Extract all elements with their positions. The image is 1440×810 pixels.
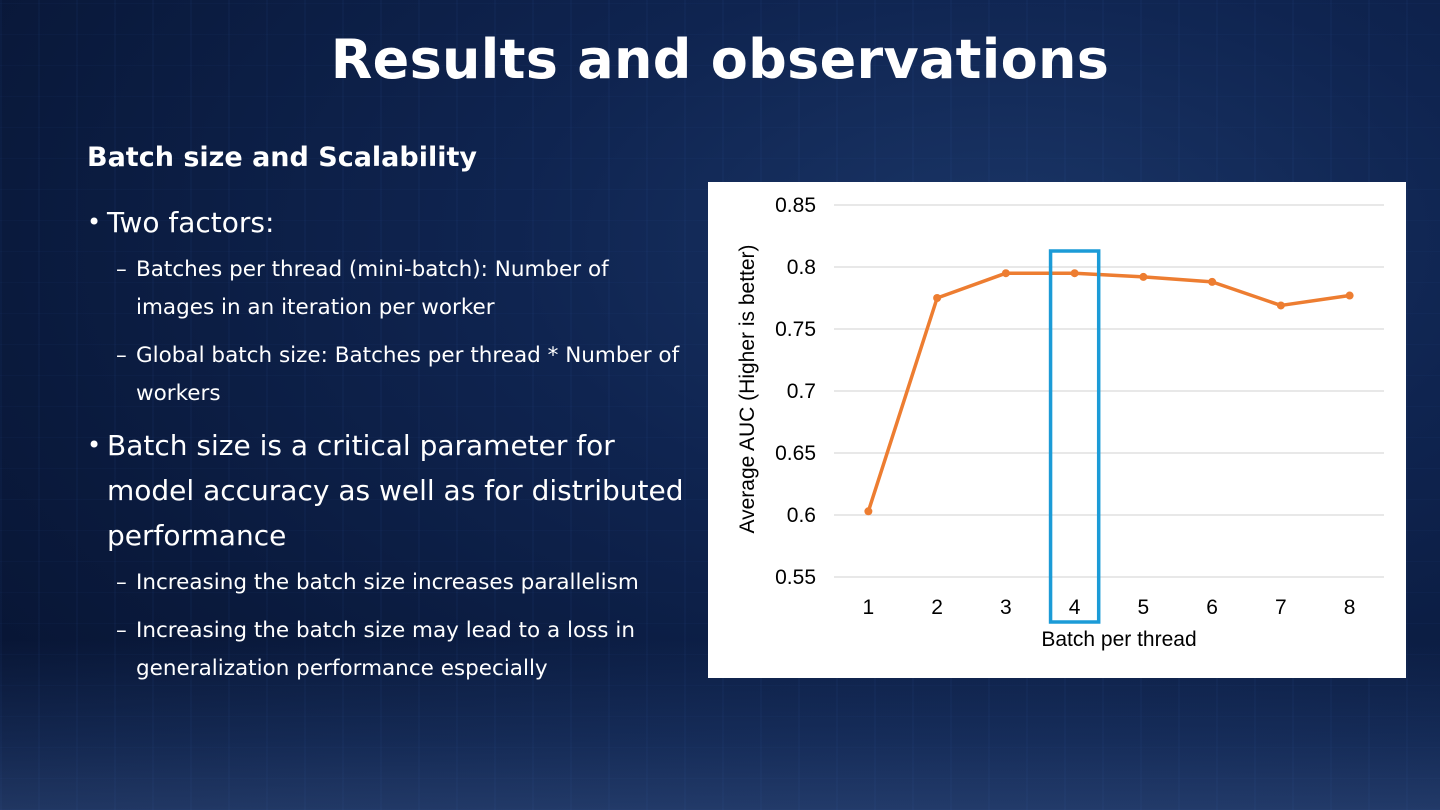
sub-bullet-text: Global batch size: Batches per thread * … <box>136 343 680 406</box>
x-tick-label: 4 <box>1069 596 1081 619</box>
bullet-glyph: • <box>87 208 102 236</box>
bullet-list: • Two factors: – Batches per thread (min… <box>87 200 687 698</box>
y-tick-label: 0.85 <box>775 194 816 217</box>
x-tick-label: 3 <box>1000 596 1012 619</box>
x-tick-label: 7 <box>1275 596 1287 619</box>
data-point <box>933 294 942 302</box>
data-point <box>1345 291 1354 300</box>
data-point <box>1276 301 1285 310</box>
sub-bullet-item: – Batches per thread (mini-batch): Numbe… <box>87 251 687 327</box>
highlight-box <box>1048 249 1101 624</box>
x-tick-label: 8 <box>1344 596 1356 619</box>
sub-bullet-text: Increasing the batch size may lead to a … <box>136 618 635 681</box>
bullet-glyph: • <box>87 431 102 459</box>
sub-bullet-text: Increasing the batch size increases para… <box>136 570 639 595</box>
sub-bullet-item: – Increasing the batch size increases pa… <box>87 564 687 602</box>
sub-bullet-item: – Global batch size: Batches per thread … <box>87 337 687 413</box>
data-point <box>1139 272 1148 281</box>
dash-glyph: – <box>116 343 127 368</box>
data-point <box>864 507 873 516</box>
data-point <box>1070 269 1079 278</box>
sub-bullet-text: Batches per thread (mini-batch): Number … <box>136 257 609 320</box>
bullet-text: Two factors: <box>107 206 275 239</box>
y-tick-label: 0.7 <box>787 380 816 403</box>
bullet-item: • Batch size is a critical parameter for… <box>87 423 687 558</box>
x-tick-label: 2 <box>931 596 943 619</box>
x-tick-label: 1 <box>863 596 875 619</box>
bullet-text: Batch size is a critical parameter for m… <box>107 429 684 552</box>
x-axis-title: Batch per thread <box>1041 628 1196 651</box>
y-tick-label: 0.75 <box>775 318 816 341</box>
slide-subheading: Batch size and Scalability <box>87 142 477 173</box>
y-axis-title: Average AUC (Higher is better) <box>736 244 759 533</box>
dash-glyph: – <box>116 618 127 643</box>
dash-glyph: – <box>116 570 127 595</box>
data-point <box>1001 269 1010 278</box>
bullet-item: • Two factors: <box>87 200 687 245</box>
sub-bullet-item: – Increasing the batch size may lead to … <box>87 612 687 688</box>
data-point <box>1208 277 1217 286</box>
y-tick-label: 0.55 <box>775 566 816 589</box>
chart-svg: 0.55 0.6 0.65 0.7 0.75 0.8 0.85 1 2 3 4 5 6 7 8 Batch p… <box>736 194 1384 651</box>
line-chart: 0.55 0.6 0.65 0.7 0.75 0.8 0.85 1 2 3 4 5 6 7 8 Batch p… <box>708 182 1406 678</box>
dash-glyph: – <box>116 257 127 282</box>
x-tick-label: 5 <box>1138 596 1150 619</box>
y-tick-label: 0.6 <box>787 504 816 527</box>
x-tick-label: 6 <box>1206 596 1218 619</box>
series-line <box>866 271 1352 514</box>
y-tick-label: 0.65 <box>775 442 816 465</box>
y-tick-label: 0.8 <box>787 256 816 279</box>
slide-title: Results and observations <box>330 28 1110 91</box>
